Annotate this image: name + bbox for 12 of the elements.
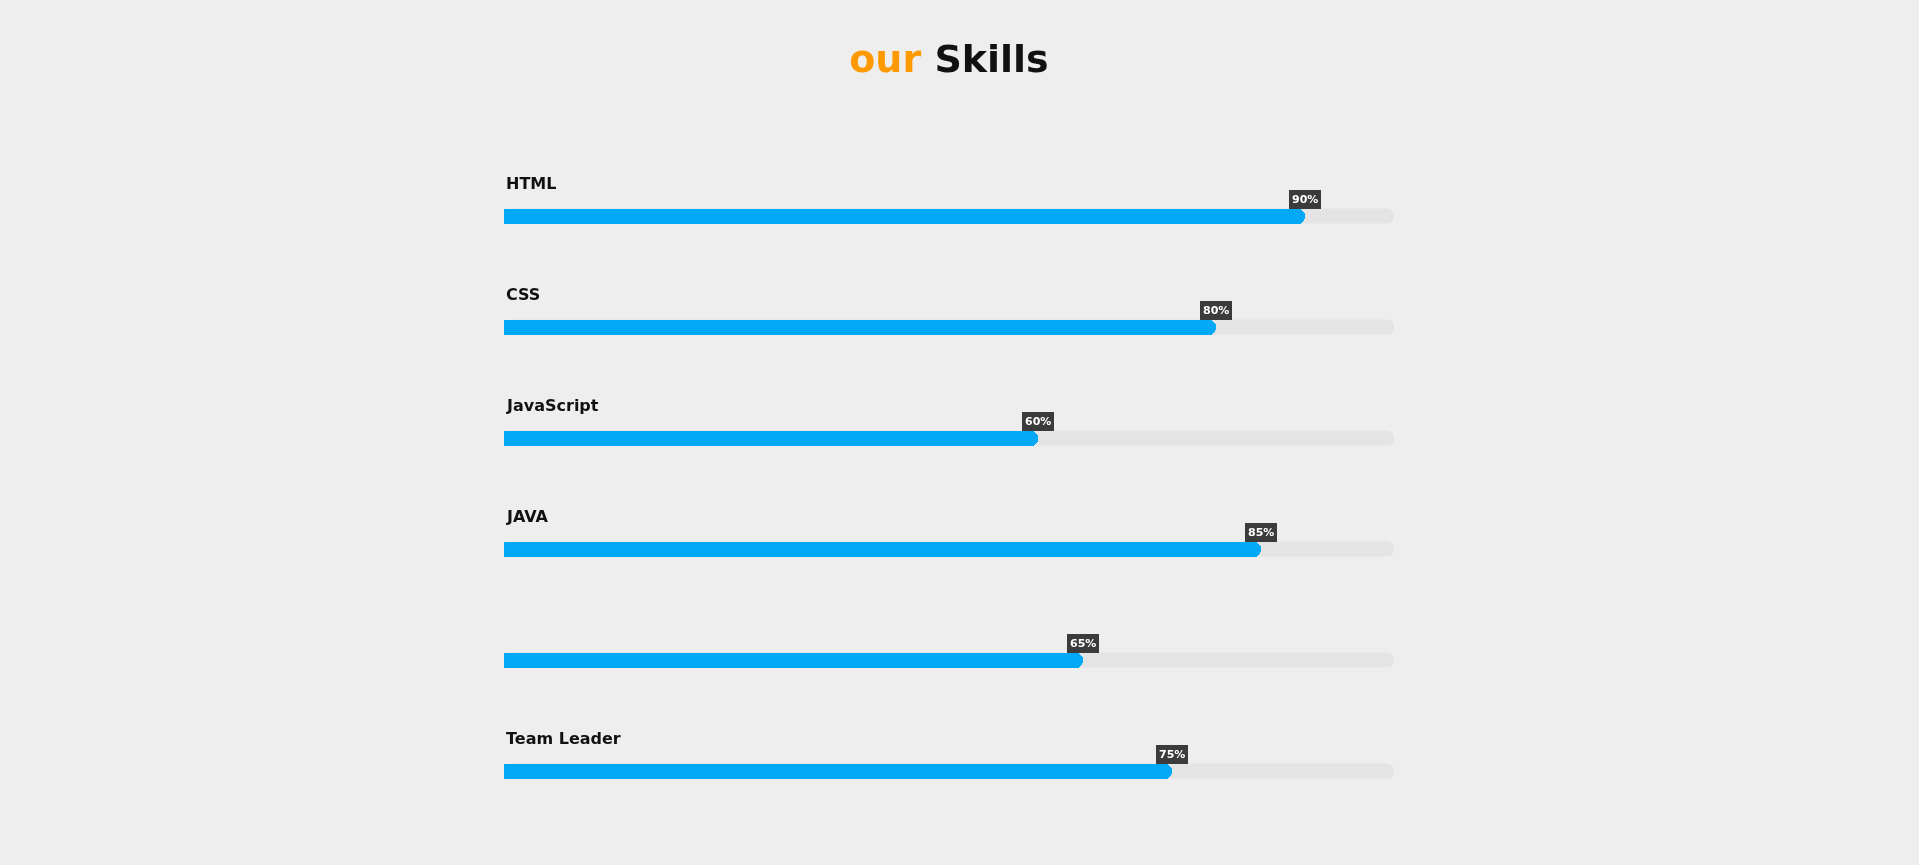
data-label: 90% (1292, 193, 1319, 206)
data-label: 75% (1159, 748, 1186, 761)
data-label: 60% (1025, 415, 1052, 428)
data-label: 85% (1248, 526, 1275, 539)
y-tick-label: Team Leader (506, 729, 621, 748)
data-label: 80% (1203, 304, 1230, 317)
y-tick-label: HTML (506, 174, 557, 193)
y-tick-label: JAVA (506, 507, 549, 526)
y-tick-label: JavaScript (506, 396, 599, 415)
data-label: 65% (1070, 637, 1097, 650)
y-tick-label: CSS (506, 285, 541, 304)
chart-title: our Skills (849, 37, 1049, 82)
